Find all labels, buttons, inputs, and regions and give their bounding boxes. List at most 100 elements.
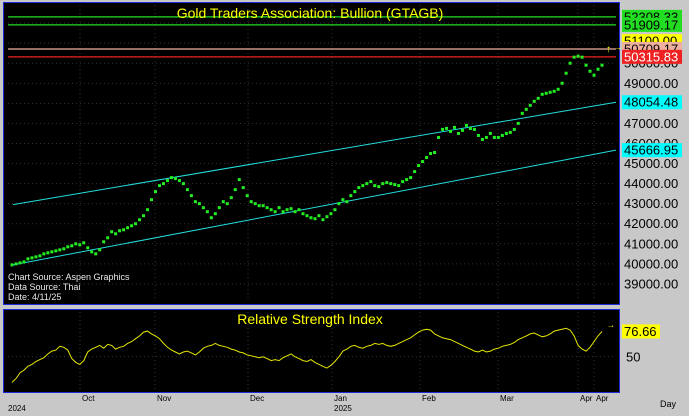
price-point [500, 133, 504, 137]
price-point [460, 128, 464, 132]
price-point [540, 92, 544, 96]
price-point [476, 133, 480, 137]
value-tag-label: 48054.48 [624, 95, 678, 110]
month-label: Dec [250, 394, 264, 403]
price-point [385, 181, 389, 185]
price-point [289, 207, 293, 211]
price-point [217, 206, 221, 210]
price-point [253, 202, 257, 206]
price-point [520, 111, 524, 115]
price-point [456, 131, 460, 135]
price-point [584, 63, 588, 67]
price-point [62, 247, 66, 251]
y-tick-label: 49000.00 [624, 76, 678, 91]
price-point [177, 179, 181, 183]
rsi-panel [3, 309, 620, 393]
price-point [38, 254, 42, 258]
price-point [106, 236, 110, 240]
price-point [516, 121, 520, 125]
price-point [114, 232, 118, 236]
price-point [301, 212, 305, 216]
price-point [313, 217, 317, 221]
price-series [10, 54, 604, 267]
price-point [189, 194, 193, 198]
value-tags: 52308.3351909.1751100.0050709.1750315.83… [606, 9, 682, 339]
price-point [592, 73, 596, 77]
price-point [154, 190, 158, 194]
arrow-icon: → [614, 43, 622, 52]
rsi-y-axis: 50 [626, 349, 640, 364]
price-point [317, 214, 321, 218]
price-point [484, 135, 488, 139]
price-point [233, 188, 237, 192]
price-point [576, 54, 580, 58]
price-point [209, 216, 213, 220]
price-point [341, 198, 345, 202]
price-point [389, 182, 393, 186]
arrow-icon: ↑ [606, 44, 611, 55]
price-point [333, 208, 337, 212]
rsi-chart-title: Relative Strength Index [237, 311, 383, 327]
price-point [544, 91, 548, 95]
price-point [285, 208, 289, 212]
price-point [18, 261, 22, 265]
price-point [532, 99, 536, 103]
price-point [265, 206, 269, 210]
price-point [146, 208, 150, 212]
price-point [181, 182, 185, 186]
price-point [421, 160, 425, 164]
price-point [453, 125, 456, 129]
price-point [50, 250, 54, 254]
price-point [58, 248, 62, 252]
price-point [297, 208, 301, 212]
price-point [130, 224, 134, 228]
price-point [74, 242, 78, 246]
price-point [82, 241, 86, 245]
price-point [572, 55, 576, 59]
price-point [321, 218, 325, 222]
price-point [429, 152, 433, 156]
y-tick-label: 42000.00 [624, 216, 678, 231]
value-tag-label: 50315.83 [624, 49, 678, 64]
price-point [596, 67, 600, 71]
month-label: Apr [596, 394, 609, 403]
horizontal-levels [8, 16, 616, 58]
price-gridlines [8, 5, 616, 390]
price-point [472, 127, 476, 131]
month-label: Jan [334, 394, 347, 403]
y-tick-label: 43000.00 [624, 196, 678, 211]
price-point [134, 222, 138, 226]
price-point [150, 198, 154, 202]
price-point [445, 126, 449, 130]
y-tick-label: 40000.00 [624, 256, 678, 271]
price-point [14, 262, 18, 266]
price-point [441, 127, 445, 131]
price-point [357, 186, 361, 190]
value-tag [622, 49, 682, 64]
value-tag [622, 95, 682, 110]
price-point [10, 263, 14, 267]
rsi-line [11, 327, 603, 383]
price-point [110, 230, 114, 234]
price-point [269, 208, 273, 212]
trendline [12, 101, 617, 206]
annotation-date: Date: 4/11/25 [8, 292, 61, 302]
price-point [413, 170, 417, 174]
price-point [329, 212, 333, 216]
y-tick-label: 47000.00 [624, 116, 678, 131]
price-point [568, 61, 572, 65]
price-point [281, 210, 285, 214]
month-label: Nov [157, 394, 171, 403]
price-point [126, 226, 130, 230]
price-point [524, 107, 528, 111]
price-point [588, 69, 592, 73]
price-point [528, 103, 532, 107]
price-point [552, 89, 556, 93]
price-point [437, 135, 441, 139]
price-point [393, 183, 397, 187]
price-point [504, 131, 508, 135]
price-point [273, 210, 277, 214]
price-point [353, 190, 357, 194]
y-tick-label: 45000.00 [624, 156, 678, 171]
